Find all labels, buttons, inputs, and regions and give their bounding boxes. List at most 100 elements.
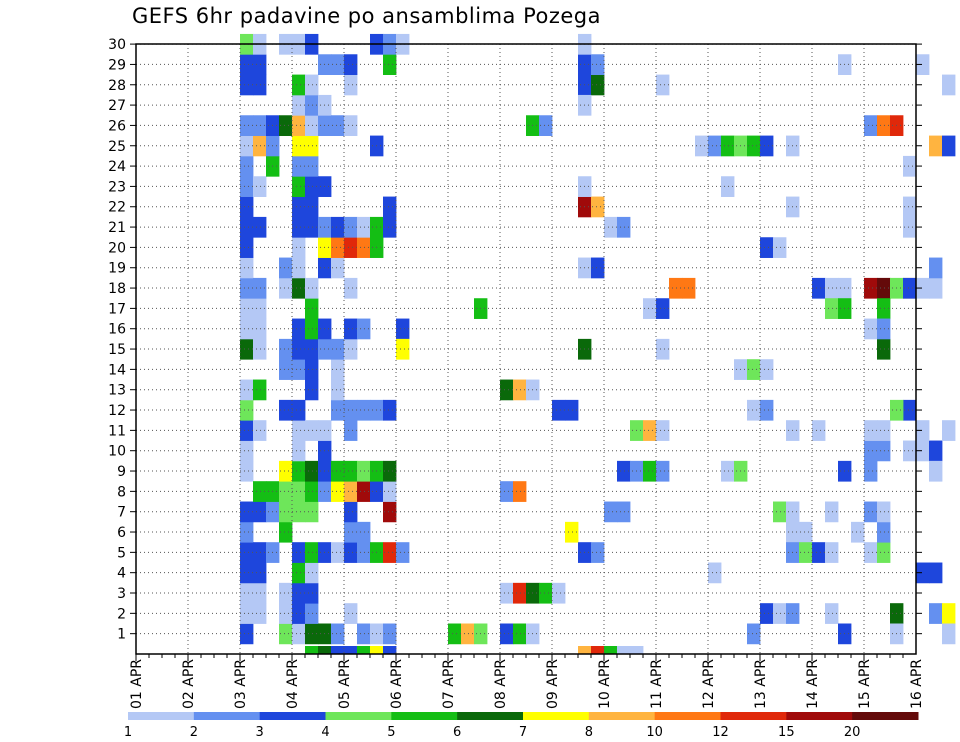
- heatmap-cell: [240, 176, 254, 197]
- heatmap-cell: [253, 420, 267, 441]
- x-tick-label: 16 APR: [909, 659, 925, 709]
- heatmap-cell: [916, 54, 930, 75]
- heatmap-cell: [500, 481, 514, 502]
- heatmap-cell: [279, 521, 293, 543]
- x-tick-label: 10 APR: [597, 659, 613, 709]
- plot-frame: [135, 43, 917, 655]
- legend-swatch: [391, 712, 458, 720]
- heatmap-cell: [344, 399, 358, 421]
- legend-label: 4: [321, 725, 329, 740]
- legend-swatch: [457, 712, 524, 720]
- heatmap-cell: [877, 277, 891, 299]
- heatmap-cell: [513, 481, 527, 502]
- heatmap-cell: [292, 135, 306, 157]
- heatmap-cell: [513, 379, 527, 401]
- heatmap-cell: [591, 74, 605, 96]
- heatmap-cell: [292, 155, 306, 177]
- heatmap-cell: [539, 115, 553, 136]
- heatmap-cell: [617, 216, 631, 238]
- legend-swatch: [588, 712, 656, 720]
- y-tick-label: 16: [108, 322, 126, 338]
- heatmap-cell: [864, 115, 878, 136]
- heatmap-cell: [240, 562, 254, 584]
- heatmap-cell: [240, 257, 254, 279]
- heatmap-cell: [643, 298, 657, 319]
- y-tick-label: 23: [108, 179, 126, 195]
- heatmap-cell: [591, 542, 605, 563]
- heatmap-cell: [669, 277, 683, 299]
- heatmap-cell: [877, 115, 891, 136]
- heatmap-cell: [357, 646, 371, 655]
- heatmap-cell: [305, 562, 319, 584]
- legend-label: 3: [256, 725, 264, 740]
- y-tick-label: 13: [108, 383, 126, 399]
- heatmap-cell: [617, 646, 631, 655]
- x-tick-label: 15 APR: [857, 659, 873, 709]
- heatmap-cell: [305, 298, 319, 319]
- heatmap-cell: [357, 237, 371, 258]
- heatmap-cell: [903, 277, 917, 299]
- heatmap-cell: [292, 562, 306, 584]
- heatmap-cell: [656, 420, 670, 441]
- heatmap-cell: [279, 359, 293, 380]
- heatmap-cell: [370, 646, 384, 655]
- heatmap-cell: [253, 277, 267, 299]
- heatmap-cell: [279, 399, 293, 421]
- heatmap-cell: [773, 237, 787, 258]
- heatmap-cell: [292, 582, 306, 604]
- heatmap-cell: [877, 298, 891, 319]
- heatmap-cell: [617, 501, 631, 523]
- heatmap-cell: [279, 115, 293, 136]
- heatmap-cell: [292, 623, 306, 645]
- heatmap-cell: [331, 257, 345, 279]
- heatmap-cell: [253, 176, 267, 197]
- heatmap-cell: [344, 54, 358, 75]
- grid-lines: [136, 43, 916, 654]
- heatmap-cell: [929, 440, 943, 462]
- y-tick-label: 11: [108, 423, 126, 439]
- heatmap-cell: [292, 603, 306, 624]
- heatmap-cell: [240, 542, 254, 563]
- legend-label: 1: [124, 725, 132, 740]
- heatmap-cell: [773, 501, 787, 523]
- heatmap-cell: [240, 277, 254, 299]
- heatmap-cell: [279, 257, 293, 279]
- y-tick-label: 6: [117, 525, 126, 541]
- x-tick-label: 05 APR: [337, 659, 353, 709]
- heatmap-cell: [929, 277, 943, 299]
- heatmap-cell: [383, 54, 397, 75]
- heatmap-cell: [331, 237, 345, 258]
- heatmap-cell: [305, 216, 319, 238]
- heatmap-cell: [253, 298, 267, 319]
- heatmap-cell: [240, 582, 254, 604]
- heatmap-cell: [253, 54, 267, 75]
- heatmap-cell: [240, 115, 254, 136]
- heatmap-cell: [656, 74, 670, 96]
- heatmap-cell: [253, 135, 267, 157]
- heatmap-cell: [916, 420, 930, 441]
- heatmap-cell: [253, 379, 267, 401]
- y-tick-label: 9: [117, 464, 126, 480]
- legend-swatch: [852, 712, 919, 720]
- heatmap-cell: [253, 115, 267, 136]
- heatmap-cell: [344, 74, 358, 96]
- heatmap-cell: [643, 460, 657, 482]
- heatmap-cell: [305, 318, 319, 340]
- heatmap-cell: [331, 216, 345, 238]
- heatmap-cell: [344, 338, 358, 360]
- heatmap-cell: [253, 582, 267, 604]
- heatmap-cell: [240, 155, 254, 177]
- heatmap-cell: [292, 196, 306, 218]
- heatmap-cell: [240, 216, 254, 238]
- heatmap-cell: [942, 74, 956, 96]
- heatmap-cell: [877, 420, 891, 441]
- heatmap-cell: [292, 237, 306, 258]
- heatmap-cell: [591, 54, 605, 75]
- heatmap-cell: [864, 420, 878, 441]
- heatmap-cell: [240, 460, 254, 482]
- heatmap-cell: [279, 603, 293, 624]
- legend-label: 5: [387, 725, 395, 740]
- y-tick-label: 17: [108, 301, 126, 317]
- heatmap-cell: [344, 603, 358, 624]
- heatmap-cell: [292, 420, 306, 441]
